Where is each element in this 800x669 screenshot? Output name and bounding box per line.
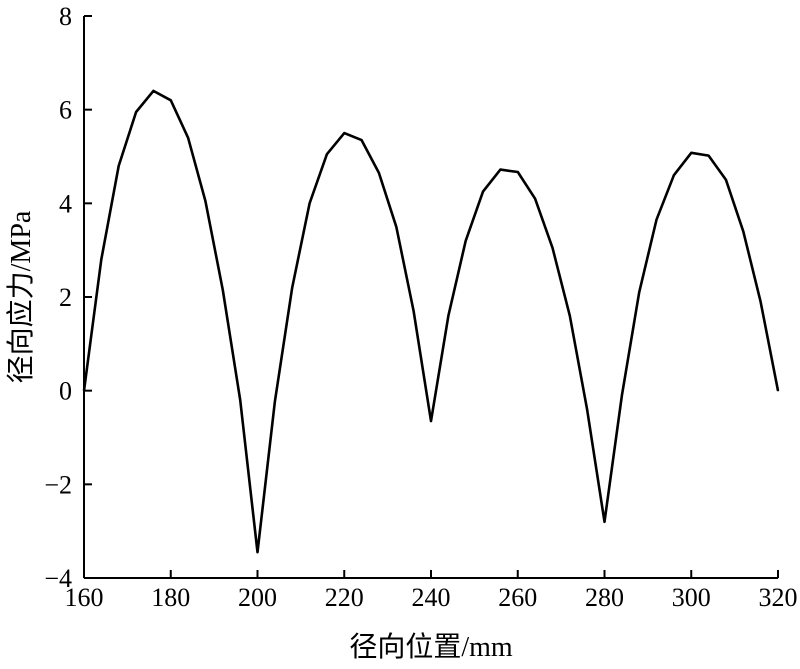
data-point <box>586 408 588 411</box>
data-point <box>169 99 172 102</box>
data-point <box>152 90 155 92</box>
data-point <box>222 289 224 291</box>
data-point <box>412 310 415 312</box>
x-tick-label: 160 <box>65 583 104 612</box>
data-point <box>274 400 276 403</box>
data-point <box>759 300 762 303</box>
x-tick-label: 220 <box>325 583 364 612</box>
x-ticks: 160 180 200 220 240 260 280 300 320 <box>65 570 798 612</box>
y-tick-label: −2 <box>44 470 72 499</box>
y-ticks: −4 −2 0 2 4 6 8 <box>44 2 92 593</box>
y-axis-label: 径向应力/MPa <box>5 210 37 383</box>
data-point <box>430 420 432 422</box>
data-point <box>447 314 450 317</box>
x-tick-label: 280 <box>585 583 624 612</box>
data-point <box>655 218 658 221</box>
data-point <box>291 286 294 289</box>
data-point <box>378 172 380 174</box>
y-tick-label: 4 <box>59 189 72 218</box>
data-point <box>603 521 606 523</box>
data-point <box>707 154 710 157</box>
data-point <box>621 394 623 397</box>
data-point <box>343 132 346 134</box>
y-tick-label: 2 <box>59 283 72 312</box>
x-tick-label: 300 <box>672 583 711 612</box>
y-tick-label: 6 <box>59 96 72 125</box>
x-tick-label: 320 <box>759 583 798 612</box>
x-tick-label: 240 <box>412 583 451 612</box>
data-point <box>690 151 693 154</box>
data-point <box>187 136 189 139</box>
data-point <box>239 399 241 401</box>
data-point <box>308 202 311 205</box>
data-point <box>742 230 745 233</box>
data-point <box>551 247 554 249</box>
data-point <box>725 179 727 181</box>
data-point <box>464 240 467 242</box>
data-point <box>499 168 502 171</box>
data-point <box>395 225 398 228</box>
data-point <box>135 111 137 113</box>
data-point <box>482 190 484 193</box>
data-point <box>534 197 536 200</box>
data-point <box>100 258 103 261</box>
series-line <box>82 89 780 554</box>
y-tick-label: 8 <box>59 2 72 31</box>
data-point <box>360 139 363 141</box>
axes <box>83 16 778 579</box>
x-axis-label: 径向位置/mm <box>349 631 513 663</box>
x-tick-label: 200 <box>238 583 277 612</box>
x-tick-label: 180 <box>151 583 190 612</box>
data-point <box>777 389 779 392</box>
data-point <box>256 551 259 554</box>
data-point <box>83 389 85 392</box>
y-tick-label: 0 <box>59 377 72 406</box>
y-tick-label: −4 <box>44 564 72 593</box>
data-point <box>326 153 328 155</box>
data-point <box>516 171 519 173</box>
x-tick-label: 260 <box>498 583 537 612</box>
data-point <box>204 200 207 202</box>
data-point <box>638 291 640 294</box>
data-point <box>117 165 120 167</box>
data-point <box>673 174 675 177</box>
data-point <box>569 314 571 317</box>
series <box>82 89 780 554</box>
